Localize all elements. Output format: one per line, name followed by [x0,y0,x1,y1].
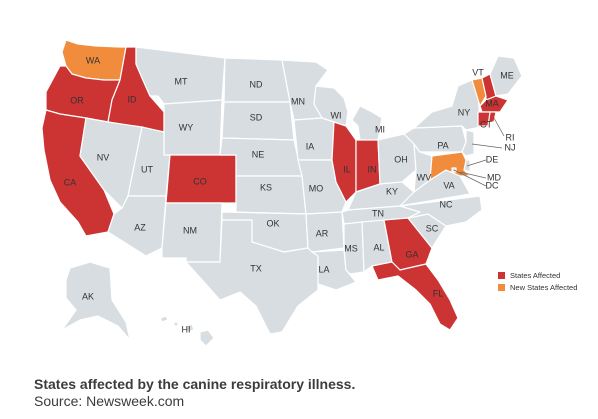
us-map: WA OR CA ID NV MT WY UT AZ CO NM ND SD NE KS OK TX MN IA MO… [41,39,577,347]
state-label-il: IL [343,164,351,174]
state-wi [313,85,349,127]
legend-label-affected: States Affected [510,271,560,280]
state-label-ca: CA [64,177,77,187]
state-label-tn: TN [372,208,384,218]
state-ar [305,211,345,253]
state-label-tx: TX [250,263,262,273]
state-label-ma: MA [485,98,499,108]
state-mi [351,105,383,141]
state-label-nm: NM [183,225,197,235]
caption-title: States affected by the canine respirator… [34,376,356,392]
state-label-ne: NE [252,149,265,159]
state-label-mt: MT [175,76,188,86]
state-ia [293,117,335,161]
legend-swatch-affected [498,272,505,279]
state-label-al: AL [373,242,384,252]
state-label-ri: RI [506,132,515,142]
state-labels-layer: WA OR CA ID NV MT WY UT AZ CO NM ND SD NE KS OK TX MN IA MO… [64,55,516,334]
map-caption: States affected by the canine respirator… [34,376,574,410]
legend-label-new-affected: New States Affected [510,283,577,292]
state-tx [185,219,319,335]
state-label-mn: MN [291,96,305,106]
state-label-nc: NC [440,199,453,209]
state-fl [371,261,459,331]
legend-swatch-new-affected [498,284,505,291]
state-label-md: MD [487,172,501,182]
state-ct [477,111,491,127]
state-label-pa: PA [437,140,448,150]
state-nj [461,129,475,157]
caption-source: Source: Newsweek.com [34,393,185,409]
state-label-dc: DC [486,180,499,190]
state-il [331,121,357,203]
leader-line-nj [471,143,503,149]
state-ak [61,261,131,341]
state-label-la: LA [318,264,329,274]
state-label-mo: MO [309,183,324,193]
state-label-mi: MI [375,124,385,134]
state-label-wy: WY [179,122,194,132]
state-label-fl: FL [433,288,444,298]
state-label-ia: IA [306,141,315,151]
state-label-ms: MS [344,243,358,253]
state-label-ak: AK [82,291,94,301]
states-layer [41,39,523,347]
leader-line-dc [453,169,487,187]
state-label-ks: KS [260,182,272,192]
state-label-nj: NJ [505,142,516,152]
state-label-sd: SD [250,112,263,122]
state-label-wa: WA [86,55,100,65]
leader-line-md [459,171,487,179]
state-label-ny: NY [458,107,471,117]
leader-line-ri [493,117,505,137]
state-label-ct: CT [480,119,492,129]
state-label-ok: OK [266,218,279,228]
state-label-ky: KY [386,186,398,196]
state-label-az: AZ [134,222,146,232]
state-label-wv: WV [417,172,432,182]
state-hi [159,315,215,347]
state-label-nv: NV [97,152,110,162]
map-legend: States Affected New States Affected [498,271,577,292]
state-label-in: IN [368,164,377,174]
state-label-co: CO [193,176,207,186]
leader-line-de [466,159,487,167]
state-label-de: DE [486,154,499,164]
state-label-hi: HI [182,324,191,334]
state-label-ga: GA [405,249,418,259]
state-label-sc: SC [426,223,439,233]
state-label-or: OR [70,95,84,105]
state-label-va: VA [443,180,454,190]
state-label-wi: WI [331,110,342,120]
state-nc [399,195,483,227]
state-label-ut: UT [141,164,153,174]
label-leader-lines [453,117,505,187]
state-label-me: ME [500,70,514,80]
us-map-figure: WA OR CA ID NV MT WY UT AZ CO NM ND SD NE KS OK TX MN IA MO… [41,39,577,347]
state-label-id: ID [128,94,138,104]
state-mt [135,46,226,105]
state-label-oh: OH [394,154,408,164]
state-label-vt: VT [472,67,484,77]
state-label-nd: ND [250,79,263,89]
state-label-ar: AR [316,228,329,238]
